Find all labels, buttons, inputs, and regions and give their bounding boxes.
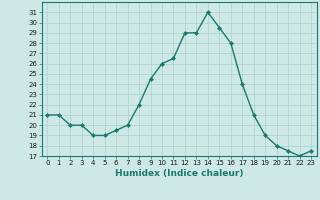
X-axis label: Humidex (Indice chaleur): Humidex (Indice chaleur) — [115, 169, 244, 178]
